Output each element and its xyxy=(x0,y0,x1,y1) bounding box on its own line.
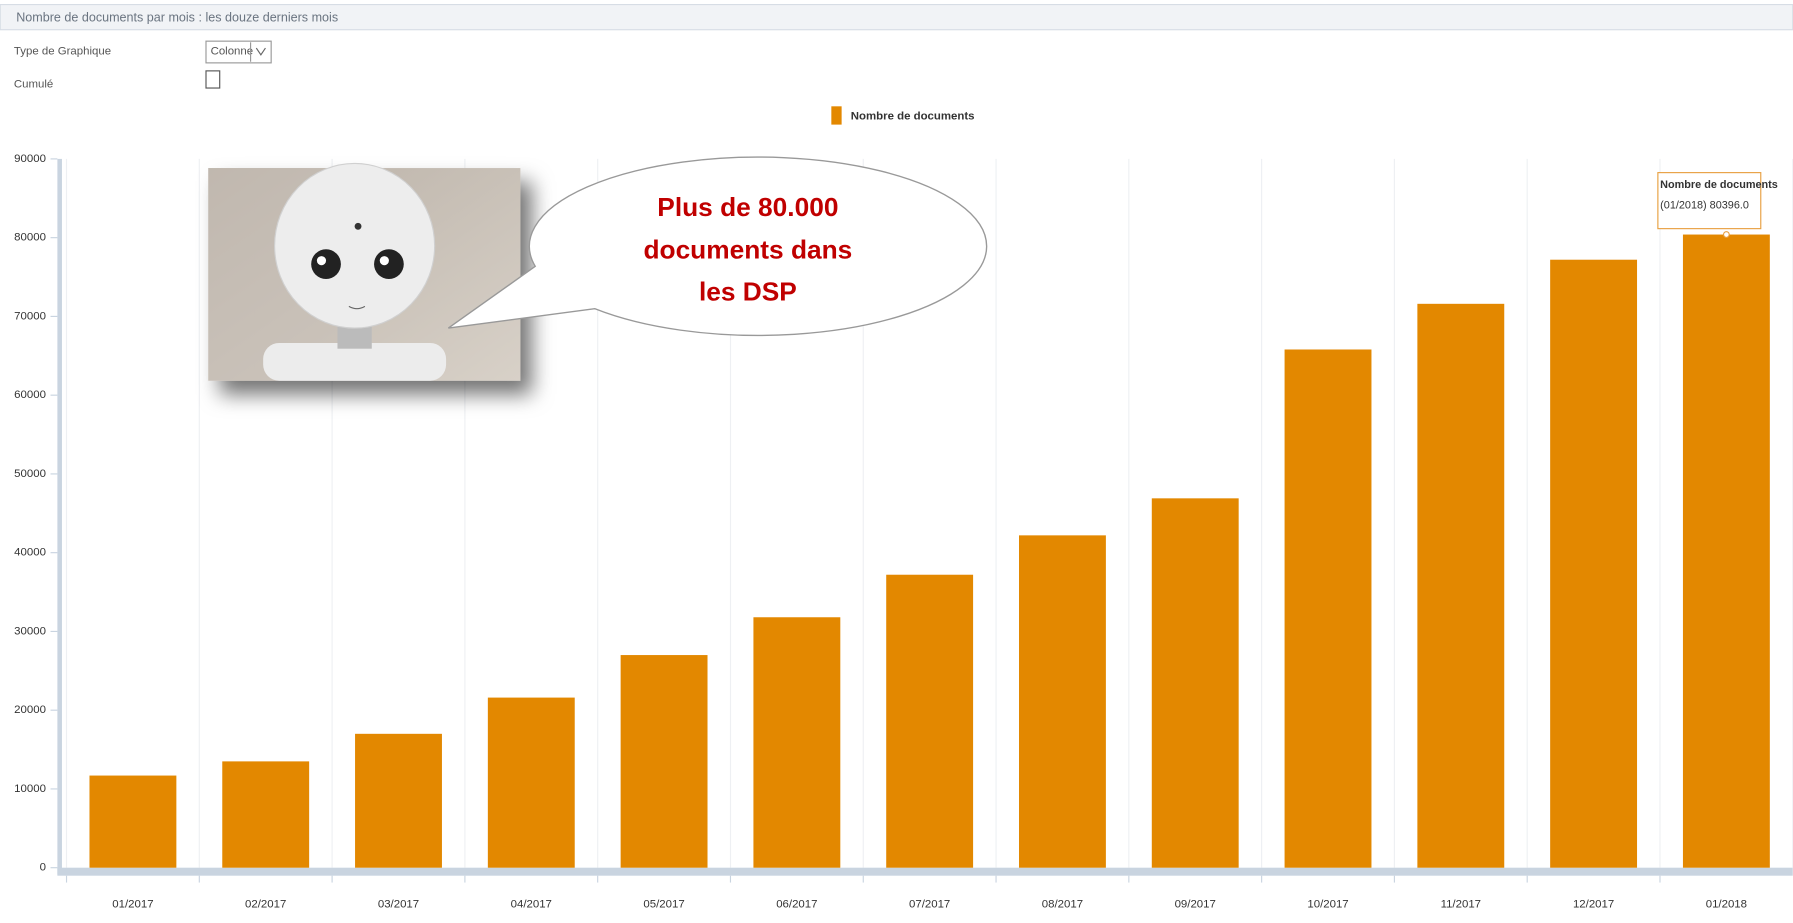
chart: Nombre de documents 0 10000 20000 30000 40000… xyxy=(14,106,1793,910)
x-tick-label: 11/2017 xyxy=(1441,898,1481,910)
y-axis xyxy=(57,158,62,875)
y-tick-label: 20000 xyxy=(14,704,46,716)
bar xyxy=(1018,535,1106,868)
tooltip-title: Nombre de documents xyxy=(1660,179,1778,191)
panel-title: Nombre de documents par mois : les douze… xyxy=(16,11,338,25)
x-tick-label: 05/2017 xyxy=(643,898,684,910)
legend-swatch xyxy=(831,106,842,125)
y-tick-label: 0 xyxy=(40,862,46,874)
bar xyxy=(1550,259,1638,868)
x-tick-label: 10/2017 xyxy=(1307,898,1348,910)
x-tick-label: 09/2017 xyxy=(1175,898,1216,910)
y-tick-label: 40000 xyxy=(14,547,46,559)
chart-type-select[interactable]: Colonne xyxy=(205,40,272,64)
robot-sensor xyxy=(354,222,362,230)
y-tick-label: 70000 xyxy=(14,310,46,322)
x-tick-label: 01/2017 xyxy=(112,898,153,910)
bar xyxy=(753,617,841,868)
tooltip: Nombre de documents (01/2018) 80396.0 xyxy=(1657,172,1778,230)
y-tick-label: 90000 xyxy=(14,153,46,165)
legend-label: Nombre de documents xyxy=(851,111,975,123)
robot-head xyxy=(274,162,436,329)
bar xyxy=(487,697,575,868)
y-tick-label: 10000 xyxy=(14,783,46,795)
callout-line: Plus de 80.000 xyxy=(657,192,838,222)
x-tick-label: 01/2018 xyxy=(1706,898,1747,910)
bar xyxy=(886,574,974,868)
x-tick-label: 06/2017 xyxy=(776,898,817,910)
tooltip-box xyxy=(1657,172,1762,230)
x-tick-label: 08/2017 xyxy=(1042,898,1083,910)
x-tick-label: 03/2017 xyxy=(378,898,419,910)
speech-bubble: Plus de 80.000 documents dans les DSP xyxy=(447,156,988,337)
robot-mouth xyxy=(348,305,366,310)
robot-body xyxy=(263,342,447,381)
panel-header xyxy=(0,4,1793,31)
select-box[interactable] xyxy=(205,40,272,64)
callout-line: documents dans xyxy=(643,234,852,264)
robot-eye xyxy=(311,249,341,279)
bar xyxy=(89,775,177,868)
hover-marker xyxy=(1722,231,1730,238)
cumulative-label: Cumulé xyxy=(14,79,53,91)
x-axis xyxy=(57,867,1793,876)
bar xyxy=(620,655,708,868)
y-tick-label: 50000 xyxy=(14,468,46,480)
bar xyxy=(1417,303,1505,868)
y-tick-label: 60000 xyxy=(14,389,46,401)
robot-eye-glint xyxy=(379,256,389,266)
robot-eye-glint xyxy=(316,256,327,266)
x-tick-label: 12/2017 xyxy=(1573,898,1614,910)
cumulative-checkbox[interactable] xyxy=(205,70,221,89)
select-arrow[interactable] xyxy=(255,47,266,56)
bar xyxy=(222,761,310,868)
callout-line: les DSP xyxy=(699,277,797,307)
chart-type-label: Type de Graphique xyxy=(14,45,111,57)
select-value[interactable]: Colonne xyxy=(211,45,254,57)
x-tick-label: 07/2017 xyxy=(909,898,950,910)
y-tick-label: 30000 xyxy=(14,625,46,637)
y-tick-label: 80000 xyxy=(14,232,46,244)
robot-photo xyxy=(208,162,521,381)
x-tick-label: 04/2017 xyxy=(511,898,552,910)
bar xyxy=(1151,498,1239,868)
bar xyxy=(1284,349,1372,868)
robot-eye xyxy=(374,249,404,279)
tooltip-text: (01/2018) 80396.0 xyxy=(1660,200,1749,212)
bar xyxy=(355,733,442,868)
bar xyxy=(1682,234,1770,868)
bubble-shape xyxy=(447,156,988,337)
x-tick-label: 02/2017 xyxy=(245,898,286,910)
